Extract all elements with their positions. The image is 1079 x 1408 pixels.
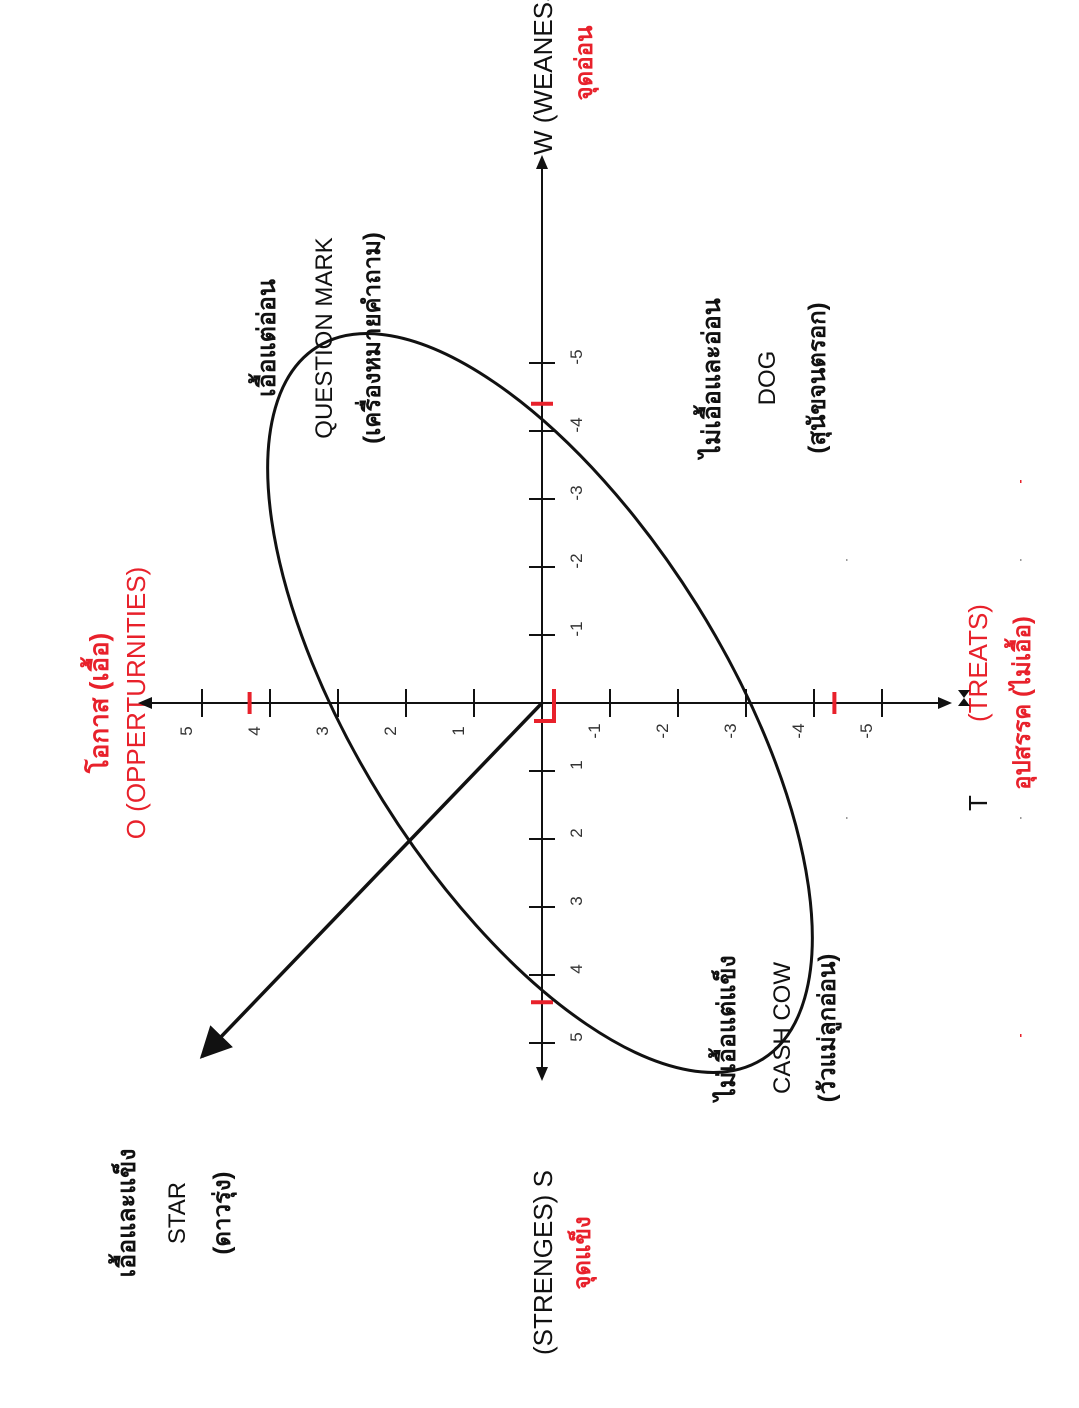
h-tick-label: -2 bbox=[567, 553, 586, 568]
v-tick-label: 5 bbox=[177, 726, 196, 735]
h-tick-label: -1 bbox=[567, 621, 586, 636]
h-tick-label: 3 bbox=[567, 896, 586, 905]
strategy-vector-arrow bbox=[199, 701, 544, 1059]
question-thai: เอื้อแต่อ่อน bbox=[247, 279, 281, 397]
question-sub: (เครื่องหมายคำถาม) bbox=[354, 232, 386, 444]
bottom-axis-treats: (TREATS) bbox=[963, 604, 993, 722]
h-tick-label: -3 bbox=[567, 485, 586, 500]
h-tick-label: 4 bbox=[567, 964, 586, 973]
right-axis-thai: จุดอ่อน bbox=[571, 25, 600, 100]
v-tick-label: -5 bbox=[857, 723, 876, 738]
quadrant-cash-cow: ไม่เอื้อแต่แข็ง CASH COW (วัวแม่ลูกอ่อน) bbox=[707, 954, 842, 1104]
scan-dots bbox=[846, 559, 1022, 819]
v-tick-label: -1 bbox=[585, 723, 604, 738]
h-tick-label: 2 bbox=[567, 828, 586, 837]
quadrant-dog: ไม่เอื้อและอ่อน DOG (สุนัขจนตรอก) bbox=[692, 298, 833, 461]
left-axis-thai: จุดแข็ง bbox=[567, 1216, 598, 1289]
vertical-axis-arrow-bottom bbox=[938, 697, 952, 709]
bottom-axis-thai: อุปสรรค (ไม่เอื้อ) bbox=[1003, 616, 1038, 790]
quadrant-question-mark: เอื้อแต่อ่อน QUESTION MARK (เครื่องหมายค… bbox=[247, 232, 386, 444]
dog-thai: ไม่เอื้อและอ่อน bbox=[692, 298, 726, 461]
star-sub: (ดาวรุ่ง) bbox=[209, 1171, 238, 1254]
left-axis-label: (STRENGES) S bbox=[528, 1170, 558, 1355]
v-tick-label: 4 bbox=[245, 726, 264, 735]
v-tick-label: -3 bbox=[721, 723, 740, 738]
dog-sub: (สุนัขจนตรอก) bbox=[804, 302, 833, 453]
cash-cow-sub: (วัวแม่ลูกอ่อน) bbox=[814, 954, 842, 1103]
quadrant-star: เอื้อและแข็ง STAR (ดาวรุ่ง) bbox=[107, 1149, 238, 1278]
h-tick-label: -5 bbox=[567, 349, 586, 364]
axes: 5 4 3 2 1 -1 -2 -3 -4 -5 5 4 3 2 1 -1 -2 -3 -4 -5 bbox=[138, 155, 952, 1081]
cash-cow-label: CASH COW bbox=[769, 962, 796, 1094]
cash-cow-thai: ไม่เอื้อแต่แข็ง bbox=[707, 955, 741, 1103]
star-label: STAR bbox=[164, 1182, 191, 1244]
bowtie-mark bbox=[958, 690, 970, 706]
h-tick-label: 1 bbox=[567, 760, 586, 769]
v-tick-label: 2 bbox=[381, 726, 400, 735]
h-tick-label: -4 bbox=[567, 417, 586, 432]
vertical-axis-arrow-top bbox=[138, 697, 152, 709]
dog-label: DOG bbox=[754, 351, 781, 406]
strategy-ellipse bbox=[266, 332, 814, 1074]
bottom-axis-t: T bbox=[963, 795, 993, 811]
v-tick-label: 1 bbox=[449, 726, 468, 735]
horizontal-axis-arrow-left bbox=[536, 1067, 548, 1081]
question-label: QUESTION MARK bbox=[311, 237, 338, 438]
v-tick-label: -4 bbox=[789, 723, 808, 738]
horizontal-axis-arrow-right bbox=[536, 155, 548, 169]
right-axis-label: W (WEANESSES) bbox=[528, 0, 558, 155]
title-thai: โอกาส (เอื้อ) bbox=[79, 633, 114, 774]
star-thai: เอื้อและแข็ง bbox=[107, 1149, 141, 1278]
v-tick-label: 3 bbox=[313, 726, 332, 735]
h-tick-label: 5 bbox=[567, 1032, 586, 1041]
origin-marker bbox=[534, 689, 556, 723]
rotated-diagram: โอกาส (เอื้อ) O (OPPERTURNITIES) 54321-1… bbox=[79, 0, 1038, 1355]
scan-marks bbox=[1020, 480, 1022, 1037]
v-tick-label: -2 bbox=[653, 723, 672, 738]
